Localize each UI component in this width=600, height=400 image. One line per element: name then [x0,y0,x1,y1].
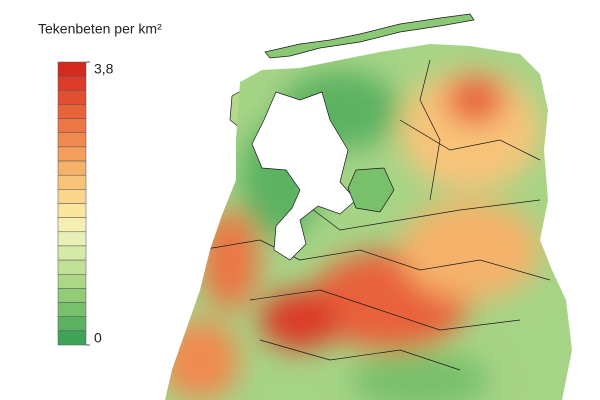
scale-label: 3,8 [94,61,114,77]
legend-title: Tekenbeten per km² [38,21,162,37]
scale-step [57,146,87,162]
scale-step [57,118,87,133]
scale-step [57,174,87,190]
scale-step [57,259,87,275]
ijsselmeer [251,91,357,261]
scale-step [57,160,87,176]
flevoland [347,167,395,213]
scale-step [57,245,87,261]
borders [199,59,551,371]
scale-step [57,61,87,77]
scale-step [57,330,87,346]
color-scale: 3,80 [57,61,114,346]
scale-label: 0 [94,330,102,346]
scale-step [57,75,87,91]
scale-step [57,231,87,247]
scale-step [57,288,87,303]
scale-step [57,203,87,218]
scale-step [57,302,87,317]
scale-step [57,132,87,148]
land [165,44,572,400]
scale-step [57,274,87,289]
map [165,13,572,400]
scale-step [57,189,87,204]
wadden-islands [264,13,475,59]
scale-step [57,104,87,119]
scale-step [57,90,87,105]
scale-step [57,217,87,233]
scale-step [57,316,87,332]
